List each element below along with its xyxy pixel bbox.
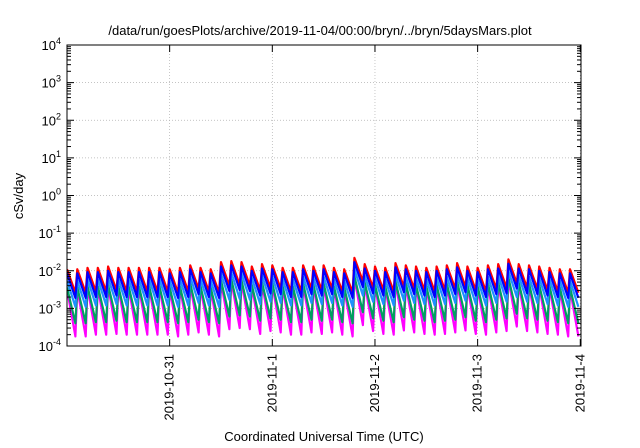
x-tick-label: 2019-11-3	[470, 354, 485, 412]
x-tick-label: 2019-11-1	[264, 354, 279, 412]
chart-title: /data/run/goesPlots/archive/2019-11-04/0…	[108, 23, 532, 38]
y-tick-label: 10-4	[39, 337, 61, 354]
y-tick-label: 100	[42, 187, 61, 204]
y-tick-label: 103	[42, 74, 61, 91]
y-tick-label: 10-2	[39, 262, 61, 279]
y-tick-label: 102	[42, 111, 61, 128]
x-tick-label: 2019-10-31	[162, 354, 177, 421]
x-tick-label: 2019-11-2	[367, 354, 382, 412]
plot-area	[67, 256, 580, 338]
y-tick-label: 104	[42, 36, 61, 53]
series-line	[67, 261, 580, 299]
x-axis-label: Coordinated Universal Time (UTC)	[224, 429, 423, 444]
x-tick-label: 2019-11-4	[572, 354, 587, 412]
axis-ticks: 10-4 10-3 10-2 10-1 100 101 102 103 104 2019-10-3…	[39, 36, 588, 421]
y-tick-label: 101	[42, 149, 61, 166]
y-tick-label: 10-1	[39, 224, 61, 241]
y-axis-label: cSv/day	[11, 172, 26, 219]
y-tick-label: 10-3	[39, 299, 61, 316]
